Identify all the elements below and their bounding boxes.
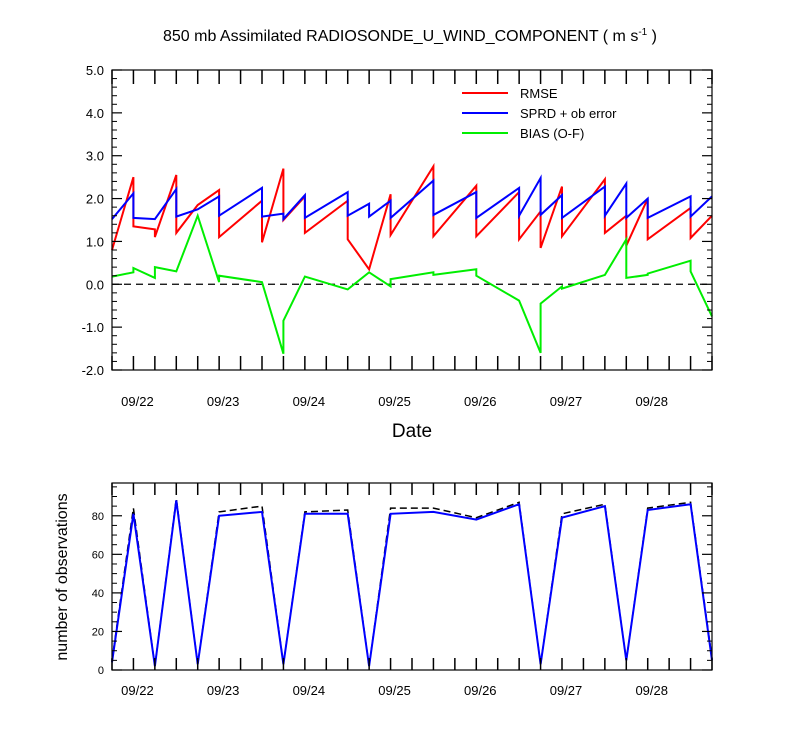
obs-y-tick-label: 80 [92, 511, 104, 523]
obs-x-tick-label: 09/27 [550, 683, 583, 698]
x-tick-label: 09/27 [550, 394, 583, 409]
y-tick-label: 3.0 [86, 149, 104, 164]
x-tick-label: 09/28 [635, 394, 668, 409]
x-tick-label: 09/23 [207, 394, 240, 409]
chart-title: 850 mb Assimilated RADIOSONDE_U_WIND_COM… [163, 27, 657, 45]
legend-label: RMSE [520, 86, 558, 101]
y-tick-label: 1.0 [86, 234, 104, 249]
bottom-y-axis-label: number of observations [54, 493, 71, 660]
y-tick-label: 0.0 [86, 277, 104, 292]
obs-x-tick-label: 09/23 [207, 683, 240, 698]
legend-label: SPRD + ob error [520, 106, 617, 121]
obs-x-tick-label: 09/25 [378, 683, 411, 698]
obs-line-assimilated-observations [111, 500, 713, 667]
obs-y-tick-label: 0 [98, 665, 104, 677]
y-tick-label: 4.0 [86, 106, 104, 121]
y-tick-label: -1.0 [82, 320, 104, 335]
obs-y-tick-label: 40 [92, 588, 104, 600]
series-line-bias-o-f [111, 212, 713, 354]
x-tick-label: 09/25 [378, 394, 411, 409]
obs-x-tick-label: 09/28 [635, 683, 668, 698]
obs-y-tick-label: 60 [92, 549, 104, 561]
obs-x-tick-label: 09/24 [293, 683, 326, 698]
y-tick-label: 2.0 [86, 192, 104, 207]
series-line-sprd-ob-error [111, 174, 713, 222]
series-line-rmse [111, 162, 713, 272]
x-tick-label: 09/26 [464, 394, 497, 409]
obs-x-tick-label: 09/22 [121, 683, 154, 698]
legend: RMSE SPRD + ob error BIAS (O-F) [462, 86, 617, 141]
x-axis-label: Date [392, 421, 432, 442]
x-tick-label: 09/24 [293, 394, 326, 409]
top-plot-panel: -2.0 -1.0 0.0 1.0 2.0 3.0 4.0 5.0 09/22 09/23 09/2… [82, 63, 713, 409]
bottom-plot-panel: 0 20 40 60 80 09/22 09/23 09/24 09/25 09/26 09/27 0… [92, 482, 713, 698]
bottom-plot-frame [111, 482, 713, 671]
y-tick-label: -2.0 [82, 363, 104, 378]
obs-y-tick-label: 20 [92, 626, 104, 638]
legend-label: BIAS (O-F) [520, 126, 584, 141]
y-tick-label: 5.0 [86, 63, 104, 78]
x-tick-label: 09/22 [121, 394, 154, 409]
obs-x-tick-label: 09/26 [464, 683, 497, 698]
